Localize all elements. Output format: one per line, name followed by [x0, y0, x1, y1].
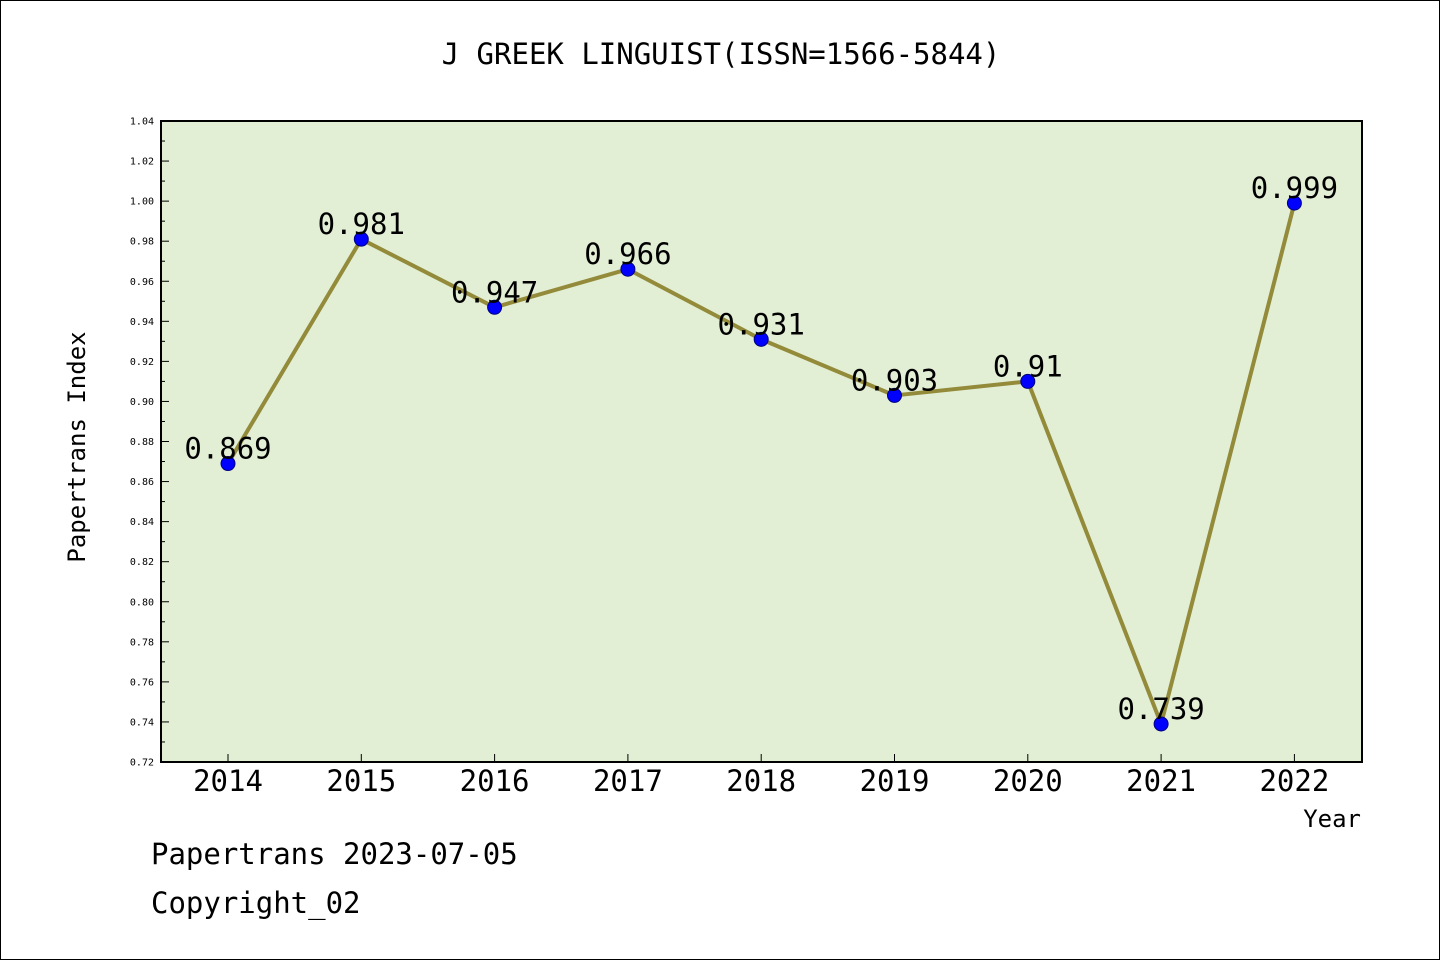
- y-tick-label: 0.92: [130, 357, 154, 368]
- y-tick-label: 0.86: [130, 477, 154, 488]
- y-tick-label: 1.02: [130, 157, 154, 168]
- y-tick-label: 0.90: [130, 397, 154, 408]
- x-tick-label: 2014: [193, 764, 263, 798]
- data-point: [1286, 195, 1302, 211]
- data-point: [1020, 373, 1036, 389]
- y-tick-label: 0.78: [130, 637, 154, 648]
- data-point: [887, 387, 902, 403]
- y-tick-label: 1.04: [130, 117, 154, 128]
- y-tick-label: 1.00: [130, 197, 154, 208]
- data-label: 0.981: [318, 207, 405, 241]
- y-tick-label: 0.88: [130, 437, 154, 448]
- x-tick-label: 2020: [993, 764, 1063, 798]
- data-label: 0.931: [718, 307, 805, 341]
- data-point: [487, 299, 503, 315]
- y-tick-label: 0.94: [130, 317, 154, 328]
- x-axis-label: Year: [1303, 805, 1361, 833]
- y-tick-label: 0.82: [130, 557, 154, 568]
- data-point: [753, 331, 769, 347]
- x-tick-label: 2015: [326, 764, 396, 798]
- x-tick-label: 2021: [1126, 764, 1196, 798]
- data-point: [1153, 716, 1169, 732]
- x-tick-label: 2017: [593, 764, 663, 798]
- y-tick-label: 0.84: [130, 517, 154, 528]
- data-point: [620, 261, 636, 277]
- y-tick-label: 0.80: [130, 597, 154, 608]
- chart-title: J GREEK LINGUIST(ISSN=1566-5844): [441, 37, 1001, 71]
- y-tick-label: 0.98: [130, 237, 154, 248]
- y-axis: 0.72 0.74 0.76 0.78 0.80 0.82 0.84 0.86 0.88 0.90…: [130, 117, 169, 769]
- data-label: 0.903: [851, 363, 938, 397]
- x-tick-label: 2016: [460, 764, 530, 798]
- x-axis: 2014 2015 2016 2017 2018 2019 2020 2021 2022: [193, 754, 1329, 798]
- data-label: 0.999: [1251, 171, 1338, 205]
- series-group: 0.869 0.981 0.947 0.966 0.931 0.903 0.91 0.739 0…: [184, 171, 1338, 732]
- data-point: [220, 456, 236, 472]
- data-label: 0.966: [584, 237, 671, 271]
- data-label: 0.739: [1117, 692, 1204, 726]
- footer-date: Papertrans 2023-07-05: [151, 837, 518, 871]
- data-label: 0.947: [451, 275, 538, 309]
- x-tick-label: 2018: [726, 764, 796, 798]
- plot-area: [160, 120, 1363, 763]
- y-tick-label: 0.72: [130, 758, 154, 769]
- y-axis-label: Papertrans Index: [63, 331, 91, 562]
- footer-copyright: Copyright_02: [151, 886, 361, 920]
- data-label: 0.91: [993, 349, 1063, 383]
- x-tick-label: 2022: [1259, 764, 1329, 798]
- y-tick-label: 0.74: [130, 717, 154, 728]
- data-point: [353, 231, 369, 247]
- y-tick-label: 0.76: [130, 677, 154, 688]
- y-tick-label: 0.96: [130, 277, 154, 288]
- data-label: 0.869: [184, 432, 271, 466]
- x-tick-label: 2019: [860, 764, 930, 798]
